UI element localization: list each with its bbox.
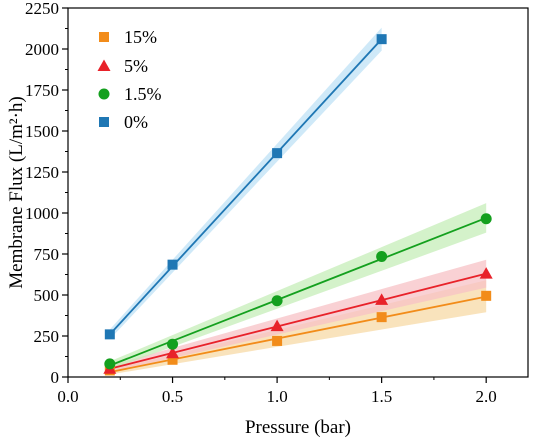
- data-point: [167, 354, 178, 365]
- data-point: [167, 259, 178, 270]
- legend-marker: [99, 117, 109, 127]
- data-point: [376, 250, 388, 262]
- data-point: [270, 319, 284, 332]
- y-tick-label: 750: [34, 245, 60, 264]
- x-tick-label: 1.0: [266, 387, 287, 406]
- data-markers: [103, 34, 493, 376]
- y-tick-label: 2000: [25, 40, 59, 59]
- data-point: [479, 267, 493, 279]
- legend-marker: [98, 88, 110, 100]
- y-tick-label: 500: [34, 286, 60, 305]
- data-point: [375, 293, 389, 305]
- legend-label: 5%: [124, 56, 148, 76]
- legend-item-0pct: 0%: [99, 112, 148, 132]
- x-axis-title: Pressure (bar): [245, 417, 351, 438]
- y-tick-label: 1750: [25, 81, 59, 100]
- data-point: [271, 295, 283, 307]
- legend-item-1-5pct: 1.5%: [98, 84, 162, 104]
- legend-marker: [99, 32, 109, 42]
- y-tick-label: 2250: [25, 0, 59, 18]
- fit-lines: [109, 38, 487, 373]
- data-point: [272, 148, 283, 159]
- x-tick-label: 0.5: [162, 387, 183, 406]
- legend-marker-shape: [97, 59, 111, 71]
- legend-marker: [97, 59, 111, 71]
- x-tick-label: 2.0: [476, 387, 497, 406]
- data-point: [480, 213, 492, 225]
- y-tick-label: 1250: [25, 163, 59, 182]
- legend: 15% 5% 1.5% 0%: [97, 27, 162, 132]
- y-tick-label: 0: [51, 368, 60, 387]
- fit-line: [109, 38, 383, 335]
- x-axis-ticks: 0.0 0.5 1.0 1.5 2.0: [57, 377, 497, 406]
- data-point: [376, 312, 387, 323]
- data-point: [167, 338, 179, 350]
- data-point: [272, 335, 283, 346]
- confidence-band: [109, 27, 382, 340]
- confidence-band: [109, 259, 487, 373]
- y-tick-label: 1500: [25, 122, 59, 141]
- legend-marker-shape: [99, 117, 109, 127]
- legend-label: 15%: [124, 27, 157, 47]
- data-point: [481, 290, 492, 301]
- y-tick-label: 250: [34, 327, 60, 346]
- fit-line: [109, 295, 487, 373]
- legend-marker-shape: [98, 88, 110, 100]
- y-axis-title: Membrane Flux (L/m²·h): [6, 96, 27, 289]
- data-point: [104, 329, 115, 340]
- legend-label: 0%: [124, 112, 148, 132]
- legend-label: 1.5%: [124, 84, 162, 104]
- legend-item-15pct: 15%: [99, 27, 157, 47]
- data-point: [166, 346, 180, 359]
- y-tick-label: 1000: [25, 204, 59, 223]
- confidence-bands: [109, 27, 487, 375]
- x-tick-label: 1.5: [371, 387, 392, 406]
- legend-item-5pct: 5%: [97, 56, 148, 76]
- data-point: [376, 34, 387, 45]
- legend-marker-shape: [99, 32, 109, 42]
- y-axis-ticks: 0 250 500 750 1000 1250 1500 1750 2000 2250: [25, 0, 68, 387]
- x-tick-label: 0.0: [57, 387, 78, 406]
- data-point: [104, 358, 116, 370]
